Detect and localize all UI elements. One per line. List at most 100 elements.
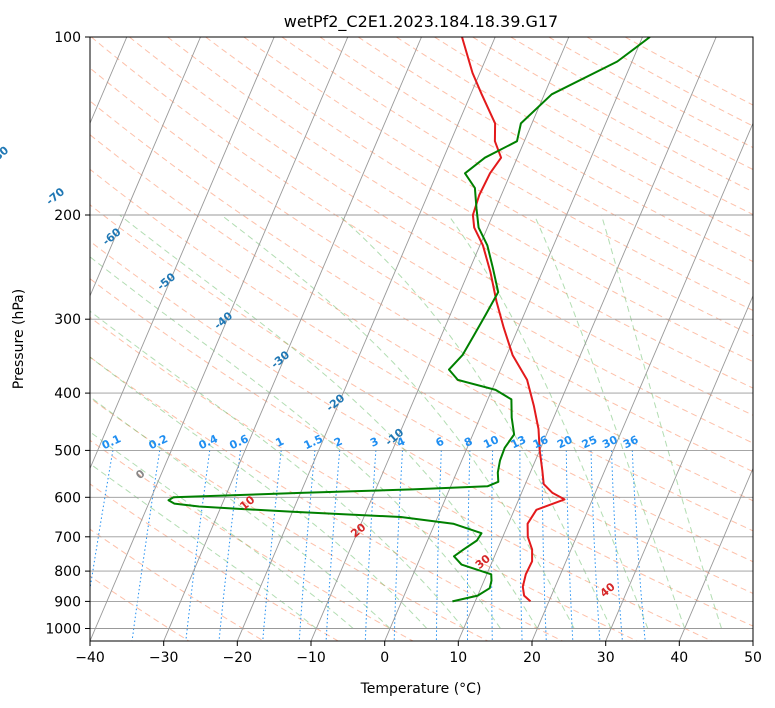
dry-adiabat	[90, 316, 638, 641]
adiabat-label: -40	[212, 309, 236, 332]
mixing-ratio-line	[541, 450, 547, 641]
mixing-ratio-line	[590, 450, 601, 641]
mixing-ratio-label: 25	[580, 433, 599, 451]
mixing-ratio-line	[611, 450, 623, 641]
dry-adiabat	[167, 37, 753, 389]
isotherm	[384, 37, 643, 641]
dry-adiabat	[90, 168, 753, 563]
isotherm	[531, 122, 753, 641]
temperature-profile	[461, 37, 566, 603]
mixing-ratio-line	[393, 450, 403, 641]
mixing-ratio-label: 3	[368, 435, 380, 450]
line-labels: 0.10.20.40.611.52346810131620253036-100-…	[0, 143, 641, 599]
mixing-ratio-label: 0.4	[197, 432, 220, 452]
isotherm	[90, 37, 201, 298]
y-tick-label: 500	[54, 443, 81, 459]
mixing-ratio-line	[185, 450, 211, 641]
mixing-ratio-line	[435, 450, 442, 641]
mixing-ratio-line	[90, 450, 114, 592]
dry-adiabat	[90, 240, 753, 627]
x-tick-label: −40	[75, 650, 105, 666]
y-axis-label: Pressure (hPa)	[11, 289, 27, 389]
dry-adiabat	[90, 278, 712, 641]
y-tick-label: 300	[54, 312, 81, 328]
mixing-ratio-line	[218, 450, 241, 641]
mixing-ratio-label: 1	[274, 435, 286, 450]
dry-adiabat	[90, 397, 488, 641]
profile-lines	[167, 37, 651, 603]
y-tick-label: 200	[54, 208, 81, 224]
adiabat-label: 20	[348, 520, 368, 540]
y-tick-label: 100	[54, 30, 81, 46]
moist-adiabat	[220, 214, 575, 629]
background-lines	[90, 37, 753, 641]
mixing-ratio-line	[519, 450, 523, 641]
adiabat-label: -30	[269, 348, 293, 371]
mixing-ratio-line	[490, 450, 494, 641]
mixing-ratio-label: 0.1	[100, 432, 123, 452]
isotherm	[310, 37, 570, 641]
mixing-ratio-label: 10	[481, 433, 501, 451]
mixing-ratio-label: 30	[600, 433, 620, 451]
dry-adiabat	[90, 134, 753, 532]
dry-adiabat	[472, 37, 753, 193]
mixing-ratio-label: 6	[434, 435, 447, 450]
isotherm	[90, 37, 275, 470]
adiabat-label: -20	[324, 391, 348, 414]
moist-adiabat	[90, 396, 391, 629]
isotherm	[90, 37, 349, 641]
plot-frame	[89, 36, 754, 642]
mixing-ratio-line	[262, 450, 282, 641]
dry-adiabat	[434, 37, 753, 216]
y-tick-label: 700	[54, 530, 81, 546]
dry-adiabat	[281, 37, 753, 311]
mixing-ratio-label: 2	[332, 435, 344, 450]
x-axis-ticks: −40 −30 −20 −10 0 10 20 30 40 50	[75, 641, 762, 666]
isotherm	[678, 467, 753, 641]
isotherm	[163, 37, 422, 641]
mixing-ratio-line	[325, 450, 341, 641]
mixing-ratio-label: 0.2	[147, 432, 170, 452]
adiabat-label: -70	[44, 185, 68, 208]
mixing-ratio-line	[298, 450, 316, 641]
y-tick-label: 800	[54, 564, 81, 580]
isotherm	[605, 294, 753, 641]
dry-adiabat	[90, 575, 190, 641]
y-tick-label: 900	[54, 594, 81, 610]
moist-adiabat	[601, 214, 722, 629]
x-tick-label: −10	[296, 650, 326, 666]
y-tick-label: 1000	[45, 622, 81, 638]
x-tick-label: 40	[670, 650, 688, 666]
dry-adiabat	[90, 483, 339, 641]
dry-adiabat	[548, 37, 753, 149]
moist-adiabat	[533, 214, 686, 629]
dewpoint-profile	[167, 37, 651, 603]
mixing-ratio-line	[565, 450, 574, 641]
isotherm	[236, 37, 496, 641]
dry-adiabat	[90, 439, 414, 641]
dry-adiabat	[90, 528, 264, 641]
x-tick-label: −30	[149, 650, 179, 666]
dry-adiabat	[90, 204, 753, 594]
mixing-ratio-label: 36	[621, 433, 641, 451]
dry-adiabat	[396, 37, 753, 239]
mixing-ratio-line	[364, 450, 377, 641]
mixing-ratio-label: 16	[531, 433, 551, 451]
y-axis-ticks: 100 200 300 400 500 600 700 800 900 1000	[45, 30, 90, 638]
grid	[90, 37, 753, 641]
dry-adiabat	[90, 356, 563, 641]
dry-adiabat	[90, 37, 753, 444]
dry-adiabat	[90, 67, 753, 473]
x-tick-label: 0	[380, 650, 389, 666]
adiabat-label: -80	[0, 143, 11, 166]
x-tick-label: −20	[223, 650, 253, 666]
x-axis-label: Temperature (°C)	[360, 681, 482, 697]
mixing-ratio-label: 1.5	[302, 432, 325, 452]
mixing-ratio-label: 20	[555, 433, 575, 451]
chart-title: wetPf2_C2E1.2023.184.18.39.G17	[284, 12, 558, 32]
x-tick-label: 30	[597, 650, 615, 666]
mixing-ratio-label: 13	[509, 433, 528, 451]
mixing-ratio-line	[466, 450, 471, 641]
x-tick-label: 20	[523, 650, 541, 666]
